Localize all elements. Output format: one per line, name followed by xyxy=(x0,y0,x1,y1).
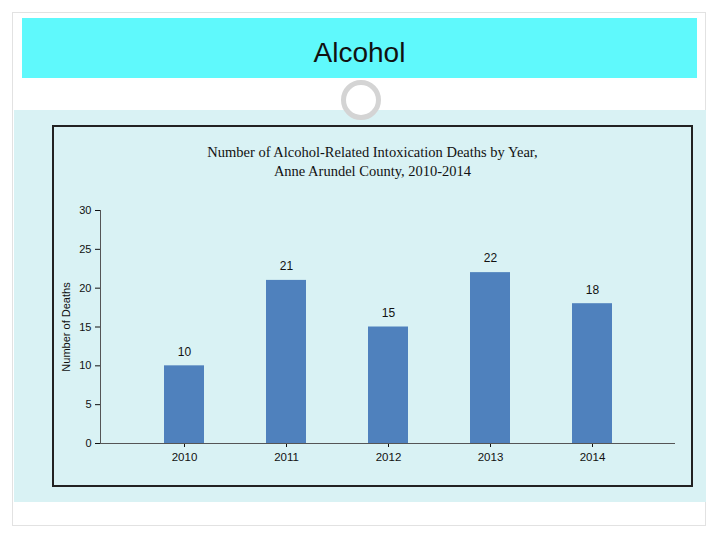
svg-text:20: 20 xyxy=(79,282,91,294)
html-text:Alcohol: Alcohol xyxy=(313,37,406,68)
svg-text:10: 10 xyxy=(79,359,91,371)
svg-text:18: 18 xyxy=(586,283,600,297)
svg-text:2013: 2013 xyxy=(478,451,504,463)
svg-text:2014: 2014 xyxy=(580,451,606,463)
svg-text:30: 30 xyxy=(79,204,91,216)
svg-text:2010: 2010 xyxy=(172,451,198,463)
html-text:Number of Alcohol-Related Into: Number of Alcohol-Related Intoxication D… xyxy=(207,144,538,179)
svg-text:2012: 2012 xyxy=(376,451,402,463)
svg-text:5: 5 xyxy=(85,398,91,410)
svg-text:Number of Deaths: Number of Deaths xyxy=(60,282,72,372)
svg-text:15: 15 xyxy=(382,306,396,320)
svg-text:2011: 2011 xyxy=(274,451,299,463)
svg-text:10: 10 xyxy=(178,345,192,359)
svg-text:22: 22 xyxy=(484,251,498,265)
svg-text:25: 25 xyxy=(79,243,91,255)
svg-text:21: 21 xyxy=(280,259,294,273)
svg-text:0: 0 xyxy=(85,437,91,449)
svg-text:15: 15 xyxy=(79,321,91,333)
